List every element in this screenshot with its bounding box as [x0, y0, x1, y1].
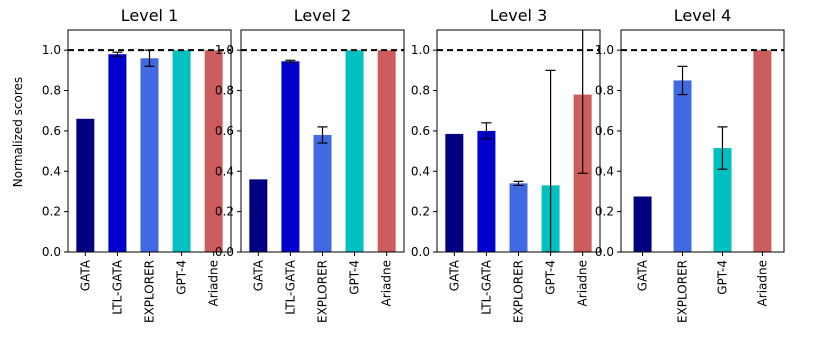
x-tick-label-ltl-gata: LTL-GATA [479, 259, 493, 315]
y-tick-label: 1.0 [411, 43, 430, 57]
x-tick-label-ltl-gata: LTL-GATA [110, 259, 124, 315]
error-bar-explorer [317, 126, 328, 144]
y-tick-label: 0.2 [411, 205, 430, 219]
bar-explorer [509, 183, 528, 252]
y-tick-label: 0.6 [595, 124, 614, 138]
bar-ltl-gata [281, 61, 300, 252]
bar-explorer [140, 58, 159, 252]
bar-gata [633, 196, 652, 252]
error-bar-ltl-gata [112, 51, 123, 57]
bar-ariadne [204, 50, 223, 253]
y-tick-label: 0.0 [215, 245, 234, 259]
x-tick-label-gata: GATA [636, 259, 650, 291]
bar-explorer [313, 134, 332, 252]
panel-title: Level 4 [674, 6, 732, 25]
x-tick-label-gpt-4: GPT-4 [544, 260, 558, 295]
y-tick-label: 0.4 [42, 164, 61, 178]
y-tick-label: 0.0 [411, 245, 430, 259]
panel-level-4: Level 4 0.0 0.2 0.4 0.6 0.8 1.0 GATA EXPLORER GPT… [595, 6, 785, 323]
x-tick-label-gata: GATA [447, 259, 461, 291]
y-tick-label: 0.2 [42, 205, 61, 219]
y-tick-label: 1.0 [42, 43, 61, 57]
y-tick-label: 1.0 [215, 43, 234, 57]
x-tick-label-ariadne: Ariadne [755, 260, 769, 306]
x-tick-label-gpt-4: GPT-4 [348, 260, 362, 295]
plot-frame [620, 29, 785, 253]
bar-gpt-4 [172, 50, 191, 253]
y-tick-label: 0.2 [215, 205, 234, 219]
error-bar-explorer [677, 65, 688, 96]
y-tick-label: 0.0 [42, 245, 61, 259]
y-tick-label: 1.0 [595, 43, 614, 57]
panel-level-2: Level 2 0.0 0.2 0.4 0.6 0.8 1.0 GATA LTL-GATA EXP… [215, 6, 405, 323]
bar-ariadne [377, 50, 396, 253]
x-tick-label-explorer: EXPLORER [512, 260, 526, 323]
panel-title: Level 1 [121, 6, 179, 25]
error-bar-explorer [513, 180, 524, 186]
y-tick-label: 0.6 [411, 124, 430, 138]
y-tick-label: 0.6 [42, 124, 61, 138]
y-tick-label: 0.4 [595, 164, 614, 178]
y-tick-label: 0.4 [215, 164, 234, 178]
y-tick-label: 0.6 [215, 124, 234, 138]
bar-ltl-gata [108, 54, 127, 252]
panel-level-1: Level 1 0.0 0.2 0.4 0.6 0.8 1.0 GATA LTL-GATA EXP… [42, 6, 232, 323]
bar-gata [445, 133, 464, 252]
error-bar-gpt-4 [717, 126, 728, 170]
panel-title: Level 2 [294, 6, 352, 25]
bar-ltl-gata [477, 130, 496, 252]
y-tick-label: 0.8 [42, 84, 61, 98]
y-tick-label: 0.0 [595, 245, 614, 259]
bar-gata [76, 118, 95, 252]
y-axis-label: Normalized scores [11, 77, 25, 187]
error-bar-ltl-gata [481, 122, 492, 140]
y-tick-label: 0.8 [215, 84, 234, 98]
bar-explorer [673, 80, 692, 252]
y-tick-label: 0.2 [595, 205, 614, 219]
error-bar-ltl-gata [285, 59, 296, 63]
x-tick-label-ltl-gata: LTL-GATA [283, 259, 297, 315]
panel-title: Level 3 [490, 6, 548, 25]
x-tick-label-gpt-4: GPT-4 [175, 260, 189, 295]
y-tick-label: 0.4 [411, 164, 430, 178]
panel-level-3: Level 3 0.0 0.2 0.4 0.6 0.8 1.0 GATA LTL-GATA EXP… [411, 6, 601, 323]
bar-gata [249, 179, 268, 252]
error-bar-explorer [144, 49, 155, 67]
x-tick-label-ariadne: Ariadne [207, 260, 221, 306]
x-tick-label-gpt-4: GPT-4 [715, 260, 729, 295]
x-tick-label-ariadne: Ariadne [380, 260, 394, 306]
bar-ariadne [753, 50, 772, 253]
y-tick-label: 0.8 [411, 84, 430, 98]
x-tick-label-explorer: EXPLORER [316, 260, 330, 323]
x-tick-label-ariadne: Ariadne [576, 260, 590, 306]
bar-gpt-4 [713, 148, 732, 252]
error-bar-ariadne [577, 30, 588, 174]
x-tick-label-gata: GATA [78, 259, 92, 291]
x-tick-label-explorer: EXPLORER [143, 260, 157, 323]
x-tick-label-gata: GATA [251, 259, 265, 291]
bar-gpt-4 [345, 50, 364, 253]
y-tick-label: 0.8 [595, 84, 614, 98]
x-tick-label-explorer: EXPLORER [676, 260, 690, 323]
